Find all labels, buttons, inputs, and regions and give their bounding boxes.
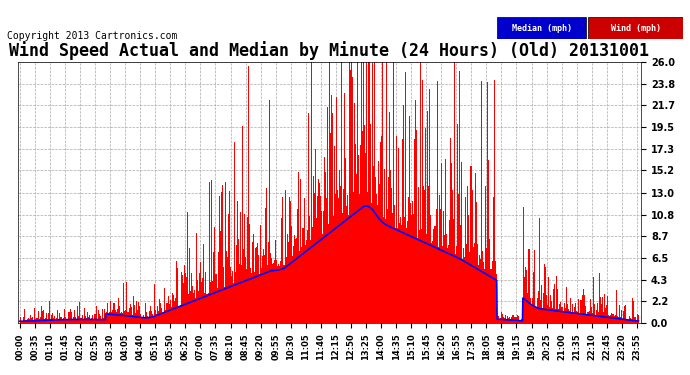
- Text: Copyright 2013 Cartronics.com: Copyright 2013 Cartronics.com: [7, 32, 177, 41]
- Text: Wind (mph): Wind (mph): [611, 24, 660, 33]
- Title: Wind Speed Actual and Median by Minute (24 Hours) (Old) 20131001: Wind Speed Actual and Median by Minute (…: [10, 41, 649, 60]
- Text: Median (mph): Median (mph): [511, 24, 571, 33]
- FancyBboxPatch shape: [588, 17, 683, 39]
- FancyBboxPatch shape: [497, 17, 586, 39]
